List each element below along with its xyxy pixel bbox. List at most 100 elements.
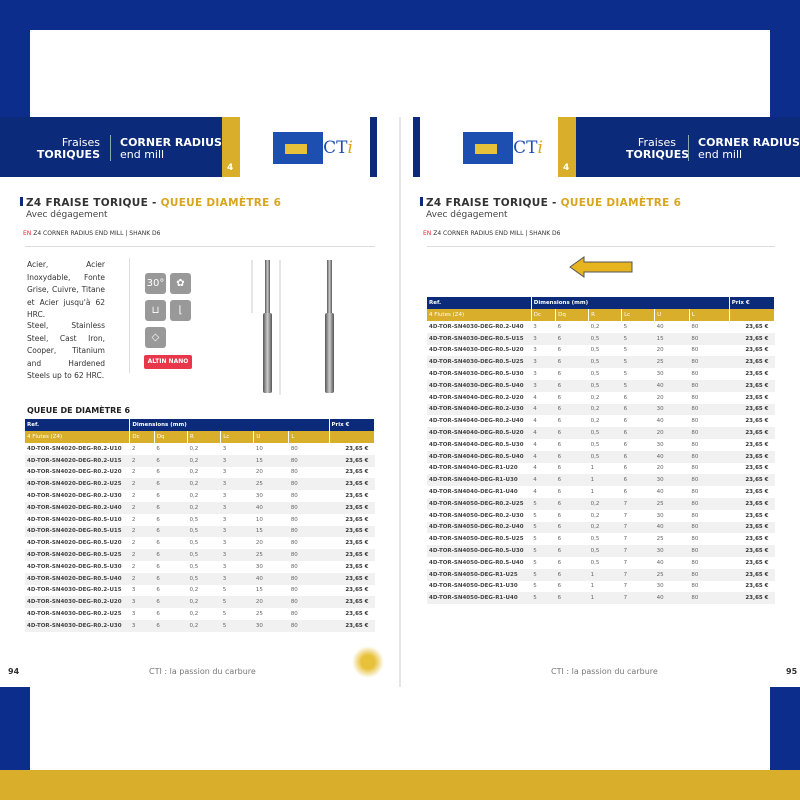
table-row: 4D-TOR-SN4040-DEG-R0.2-U40 4 6 0,2 6 40 80 23,6… bbox=[427, 415, 775, 427]
dim-cell: 6 bbox=[154, 572, 188, 585]
table-row: 4D-TOR-SN4040-DEG-R0.5-U40 4 6 0,5 6 40 80 23,6… bbox=[427, 450, 775, 463]
price-cell: 23,65 € bbox=[745, 536, 769, 543]
dim-cell: 80 bbox=[290, 493, 298, 500]
ref-cell: 4D-TOR-SN4040-DEG-R1-U20 bbox=[429, 465, 518, 472]
dim-cell: 4 bbox=[533, 465, 537, 472]
col-dim: U bbox=[253, 431, 290, 443]
dim-cell: 5 bbox=[621, 379, 655, 392]
col-dim: L bbox=[689, 309, 730, 321]
dim-cell: 6 bbox=[557, 489, 562, 496]
dim-cell: 6 bbox=[557, 559, 562, 566]
dim-cell: 0,5 bbox=[588, 356, 622, 369]
dim-cell: 40 bbox=[656, 489, 664, 496]
dim-cell: 6 bbox=[156, 493, 160, 500]
col-dim: Lc bbox=[621, 309, 656, 321]
dim-cell: 40 bbox=[654, 450, 690, 463]
ref-cell: 4D-TOR-SN4050-DEG-R1-U40 bbox=[427, 592, 532, 605]
table-row: 4D-TOR-SN4040-DEG-R1-U40 4 6 1 6 40 80 23,65 € bbox=[427, 486, 775, 498]
ref-cell: 4D-TOR-SN4050-DEG-R0.2-U25 bbox=[427, 497, 532, 510]
ref-cell: 4D-TOR-SN4050-DEG-R0.2-U30 bbox=[429, 512, 524, 519]
dim-cell: 25 bbox=[654, 497, 690, 510]
block-icon: ◇ bbox=[145, 327, 166, 348]
dim-cell: 80 bbox=[691, 347, 699, 354]
dim-cell: 80 bbox=[689, 474, 730, 487]
dim-cell: 3 bbox=[222, 516, 227, 523]
price-cell: 23,65 € bbox=[745, 583, 769, 590]
table-row: 4D-TOR-SN4030-DEG-R0.2-U30 3 6 0,2 5 30 80 23,6… bbox=[25, 619, 375, 632]
price-cell: 23,65 € bbox=[745, 559, 769, 566]
footer-tagline: CTI : la passion du carbure bbox=[551, 667, 658, 676]
ref-cell: 4D-TOR-SN4040-DEG-R1-U30 bbox=[427, 474, 532, 487]
price-cell: 23,65 € bbox=[329, 549, 375, 561]
materials-fr: Acier, Acier Inoxydable, Fonte Grise, Cu… bbox=[27, 260, 105, 319]
ref-cell: 4D-TOR-SN4040-DEG-R0.2-U40 bbox=[429, 418, 524, 425]
dim-cell: 80 bbox=[290, 611, 298, 618]
end-mill-drawing bbox=[251, 260, 334, 395]
ref-cell: 4D-TOR-SN4020-DEG-R0.5-U40 bbox=[25, 572, 130, 585]
col-price: Prix € bbox=[329, 419, 375, 431]
end-mill-shank bbox=[263, 313, 272, 393]
price-cell: 23,65 € bbox=[345, 563, 369, 570]
dim-cell: 6 bbox=[156, 587, 160, 594]
dim-cell: 0,2 bbox=[588, 497, 622, 510]
dim-cell: 5 bbox=[531, 545, 556, 557]
table-header-row: Ref. Dimensions (mm) Prix € bbox=[25, 419, 375, 431]
dim-cell: 4 bbox=[533, 489, 537, 496]
dim-cell: 6 bbox=[154, 454, 188, 467]
dim-cell: 3 bbox=[129, 596, 155, 609]
dim-cell: 6 bbox=[557, 371, 562, 378]
table-row: 4D-TOR-SN4020-DEG-R0.2-U30 2 6 0,2 3 30 80 23,6… bbox=[25, 490, 375, 502]
table-row: 4D-TOR-SN4030-DEG-R0.2-U40 3 6 0,2 5 40 80 23,6… bbox=[427, 321, 775, 333]
price-cell: 23,65 € bbox=[345, 540, 369, 547]
dim-cell: 0,5 bbox=[590, 347, 600, 354]
price-cell: 23,65 € bbox=[329, 454, 375, 467]
price-table-left: Ref. Dimensions (mm) Prix €4 Flutes (Z4) Dc… bbox=[25, 419, 375, 632]
ref-cell: 4D-TOR-SN4030-DEG-R0.5-U40 bbox=[427, 379, 532, 392]
table-header-row: Ref. Dimensions (mm) Prix € bbox=[427, 297, 776, 309]
english-label: EN Z4 CORNER RADIUS END MILL | SHANK D6 bbox=[423, 230, 561, 237]
price-cell: 23,65 € bbox=[329, 478, 375, 491]
dim-cell: 25 bbox=[255, 611, 263, 618]
table-row: 4D-TOR-SN4050-DEG-R0.2-U25 5 6 0,2 7 25 80 23,6… bbox=[427, 497, 775, 510]
ref-cell: 4D-TOR-SN4030-DEG-R0.5-U25 bbox=[427, 356, 532, 369]
dim-cell: 6 bbox=[623, 394, 628, 401]
header-en: CORNER RADIUS end mill bbox=[120, 136, 222, 161]
dim-cell: 6 bbox=[154, 619, 188, 632]
bottom-band bbox=[0, 770, 800, 800]
dim-cell: 3 bbox=[131, 611, 136, 618]
dim-cell: 0,5 bbox=[588, 427, 622, 439]
dim-cell: 0,2 bbox=[588, 403, 622, 416]
price-cell: 23,65 € bbox=[745, 394, 769, 401]
dim-cell: 5 bbox=[531, 592, 556, 605]
dim-cell: 6 bbox=[555, 521, 589, 534]
dim-cell: 6 bbox=[156, 469, 160, 476]
col-ref: Ref. bbox=[25, 419, 131, 431]
table-row: 4D-TOR-SN4020-DEG-R0.2-U10 2 6 0,2 3 10 80 23,6… bbox=[25, 443, 375, 455]
col-dim: Dq bbox=[555, 309, 590, 321]
dim-cell: 6 bbox=[555, 568, 589, 581]
dim-cell: 80 bbox=[288, 549, 329, 561]
english-label: EN Z4 CORNER RADIUS END MILL | SHANK D6 bbox=[23, 230, 161, 237]
dim-cell: 3 bbox=[533, 371, 537, 378]
table-row: 4D-TOR-SN4030-DEG-R0.5-U15 3 6 0,5 5 15 80 23,6… bbox=[427, 332, 775, 345]
dim-cell: 30 bbox=[255, 563, 263, 570]
ref-cell: 4D-TOR-SN4030-DEG-R0.5-U20 bbox=[429, 347, 524, 354]
product-title: Z4 FRAISE TORIQUE - QUEUE DIAMÈTRE 6 bbox=[420, 197, 681, 209]
dim-cell: 80 bbox=[691, 489, 699, 496]
right-product-title-block: Z4 FRAISE TORIQUE - QUEUE DIAMÈTRE 6 Ave… bbox=[420, 197, 681, 237]
dim-cell: 20 bbox=[255, 540, 263, 547]
dim-cell: 0,2 bbox=[187, 501, 221, 514]
dim-cell: 25 bbox=[253, 478, 289, 491]
dim-cell: 5 bbox=[621, 356, 655, 369]
dim-cell: 80 bbox=[691, 441, 699, 448]
dim-cell: 3 bbox=[222, 445, 227, 452]
dim-cell: 0,5 bbox=[588, 379, 622, 392]
dim-cell: 7 bbox=[621, 521, 655, 534]
dim-cell: 25 bbox=[654, 568, 690, 581]
dim-cell: 0,5 bbox=[187, 525, 221, 538]
dim-cell: 6 bbox=[154, 525, 188, 538]
table-subheader-row: 4 Flutes (Z4) Dc Dq R Lc U L bbox=[25, 431, 375, 443]
ref-cell: 4D-TOR-SN4020-DEG-R0.2-U20 bbox=[27, 469, 122, 476]
dim-cell: 40 bbox=[654, 521, 690, 534]
ref-cell: 4D-TOR-SN4040-DEG-R0.2-U30 bbox=[427, 403, 532, 416]
